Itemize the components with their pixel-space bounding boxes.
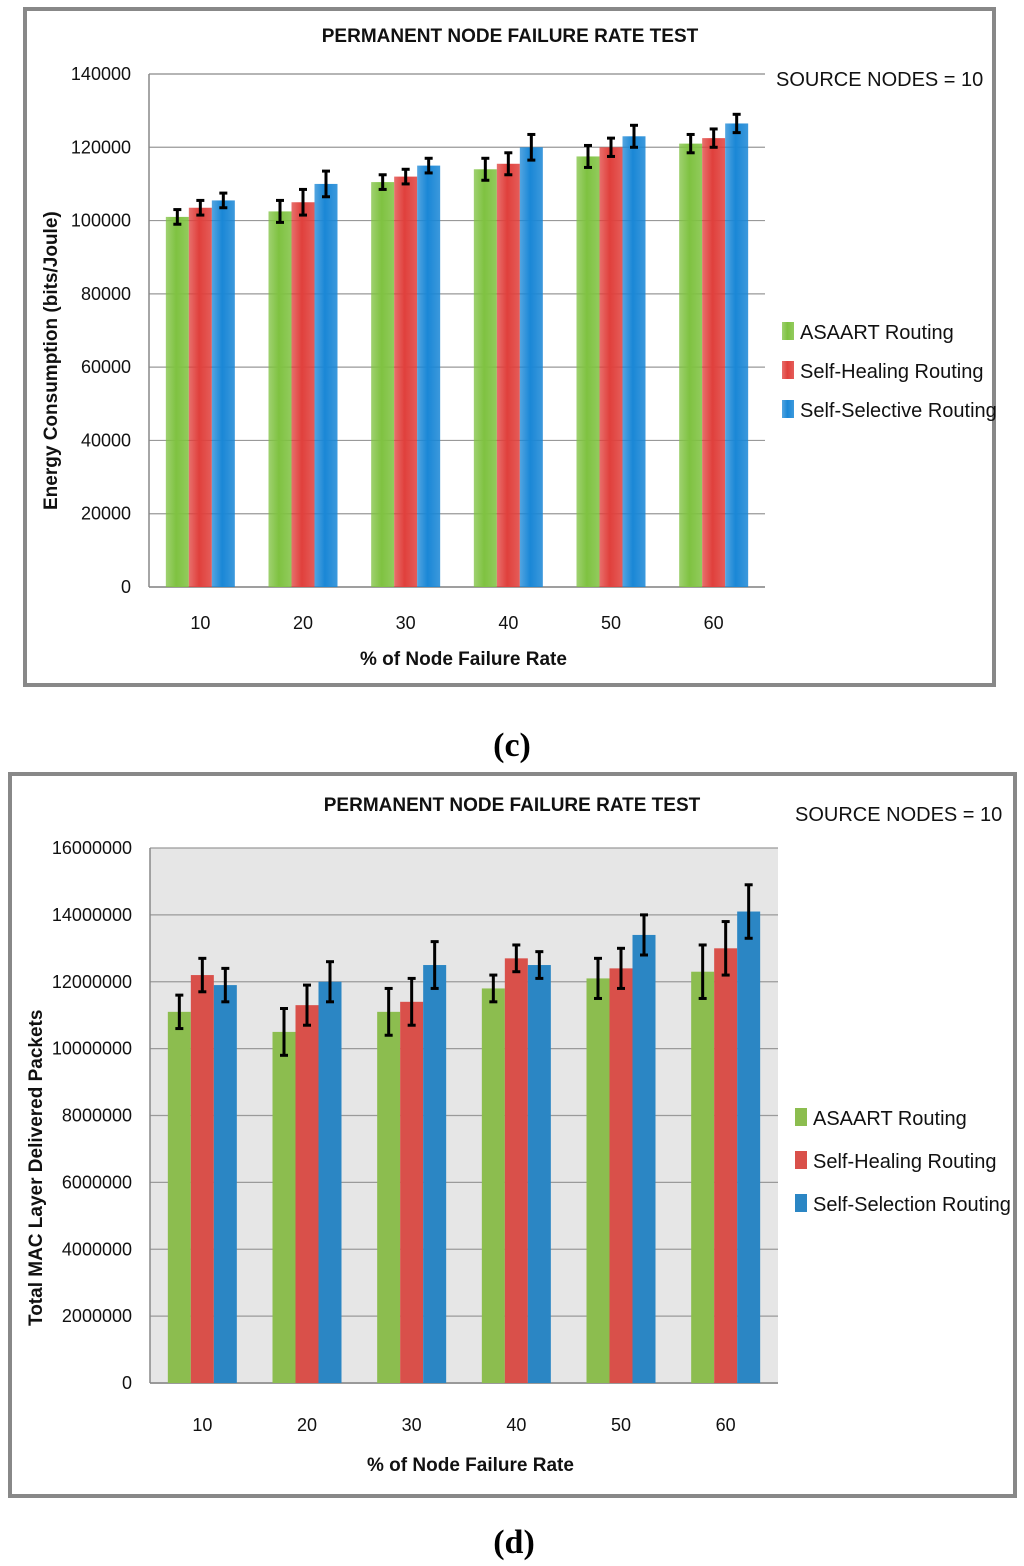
chart-d-bar	[504, 958, 528, 1383]
chart-c-x-tick-label: 10	[190, 613, 210, 633]
chart-d-bar	[213, 985, 237, 1383]
chart-c-bar	[473, 169, 497, 587]
chart-c-x-tick-label: 50	[601, 613, 621, 633]
chart-c-bar	[291, 202, 315, 587]
chart-d-bar	[527, 965, 551, 1383]
panel-label-d: (d)	[493, 1524, 535, 1561]
chart-c-x-axis-label: % of Node Failure Rate	[360, 649, 567, 670]
chart-d-x-tick-label: 50	[611, 1415, 631, 1435]
chart-d-source-nodes-note: SOURCE NODES = 10	[795, 804, 1002, 826]
chart-d-bar	[632, 934, 656, 1383]
chart-d-legend-label: ASAART Routing	[813, 1108, 967, 1130]
chart-c-y-tick-label: 140000	[71, 64, 131, 84]
chart-d-bar	[377, 1011, 401, 1383]
chart-d-bar	[691, 971, 715, 1383]
chart-d-x-tick-label: 30	[402, 1415, 422, 1435]
chart-d-bar	[481, 988, 505, 1383]
chart-c-y-tick-label: 40000	[81, 430, 131, 450]
chart-c-legend-swatch	[782, 322, 794, 340]
chart-c-bar	[314, 183, 338, 587]
chart-c-bar	[371, 182, 395, 587]
chart-d-legend-swatch	[795, 1151, 807, 1169]
chart-c-bar	[702, 138, 726, 587]
chart-c-bar	[622, 136, 646, 588]
chart-c-source-nodes-note: SOURCE NODES = 10	[776, 69, 983, 91]
chart-d-bar	[400, 1001, 424, 1383]
chart-d-bar	[167, 1011, 191, 1383]
chart-c-bar	[679, 143, 703, 587]
chart-d-bar	[318, 981, 342, 1383]
chart-c-bar	[165, 216, 189, 587]
chart-c-x-tick-label: 20	[293, 613, 313, 633]
chart-d-bar	[272, 1031, 296, 1383]
chart-d-legend: ASAART Routing Self-Healing Routing Self-S…	[795, 1108, 1011, 1216]
chart-d-bar	[295, 1005, 319, 1383]
panel-label-c: (c)	[493, 727, 531, 764]
chart-d-gridlines	[149, 847, 778, 1384]
chart-d-x-ticks: 10 20 30 40 50 60	[192, 1415, 735, 1435]
chart-c-title: PERMANENT NODE FAILURE RATE TEST	[322, 26, 699, 47]
chart-d-y-ticks: 0 2000000 4000000 6000000 8000000 10000000 120…	[52, 838, 132, 1393]
chart-c-bar	[599, 147, 623, 588]
chart-c-y-tick-label: 120000	[71, 137, 131, 157]
chart-c-y-tick-label: 80000	[81, 284, 131, 304]
chart-d-x-tick-label: 10	[192, 1415, 212, 1435]
chart-d-y-tick-label: 6000000	[62, 1172, 132, 1192]
chart-c-x-tick-label: 40	[498, 613, 518, 633]
chart-d-x-tick-label: 60	[716, 1415, 736, 1435]
chart-c-bar	[725, 123, 749, 587]
chart-c-bar	[576, 156, 600, 588]
chart-d-x-axis-label: % of Node Failure Rate	[367, 1455, 574, 1476]
chart-d-bar	[737, 911, 761, 1383]
chart-d-legend-swatch	[795, 1194, 807, 1212]
chart-c-y-tick-label: 60000	[81, 357, 131, 377]
chart-c-legend-swatch	[782, 361, 794, 379]
chart-d-legend-swatch	[795, 1108, 807, 1126]
chart-c-legend-label: Self-Healing Routing	[800, 361, 983, 383]
chart-c-legend-label: Self-Selective Routing	[800, 400, 997, 422]
chart-c-y-ticks: 0 20000 40000 60000 80000 100000 120000 140000	[71, 64, 131, 597]
chart-c-bar	[417, 165, 441, 587]
chart-d-bars	[167, 883, 761, 1383]
chart-d-y-tick-label: 10000000	[52, 1039, 132, 1059]
chart-c-bar	[211, 200, 235, 588]
chart-c-x-tick-label: 60	[704, 613, 724, 633]
chart-c-bar	[496, 163, 520, 587]
chart-c-bar	[268, 211, 292, 588]
chart-c-bar	[519, 147, 543, 588]
chart-c-legend-label: ASAART Routing	[800, 322, 954, 344]
chart-d-title: PERMANENT NODE FAILURE RATE TEST	[324, 795, 701, 816]
chart-c-x-tick-label: 30	[396, 613, 416, 633]
chart-d-legend-label: Self-Healing Routing	[813, 1151, 996, 1173]
chart-c-y-tick-label: 20000	[81, 504, 131, 524]
chart-d-bar	[423, 965, 447, 1383]
chart-c-legend-swatch	[782, 400, 794, 418]
chart-d-y-tick-label: 2000000	[62, 1306, 132, 1326]
chart-d-y-tick-label: 12000000	[52, 972, 132, 992]
chart-d-bar	[190, 975, 214, 1383]
chart-d-x-tick-label: 20	[297, 1415, 317, 1435]
chart-d-y-tick-label: 4000000	[62, 1239, 132, 1259]
chart-c-legend: ASAART Routing Self-Healing Routing Self-S…	[782, 322, 997, 422]
chart-c-bars	[165, 112, 749, 588]
chart-c-y-axis-label: Energy Consumption (bits/Joule)	[41, 211, 62, 510]
chart-d-bar	[609, 968, 633, 1383]
chart-c-x-ticks: 10 20 30 40 50 60	[190, 613, 723, 633]
chart-c-bar	[394, 176, 418, 587]
chart-d-x-tick-label: 40	[506, 1415, 526, 1435]
chart-c-y-tick-label: 0	[121, 577, 131, 597]
chart-d-legend-label: Self-Selection Routing	[813, 1194, 1011, 1216]
chart-d-y-tick-label: 8000000	[62, 1106, 132, 1126]
chart-d-bar	[714, 948, 738, 1383]
chart-c-y-tick-label: 100000	[71, 211, 131, 231]
chart-d-y-tick-label: 0	[122, 1373, 132, 1393]
chart-d-bar	[586, 978, 610, 1383]
chart-d-y-axis-label: Total MAC Layer Delivered Packets	[26, 1010, 47, 1326]
chart-d-y-tick-label: 16000000	[52, 838, 132, 858]
chart-c-bar	[188, 207, 212, 587]
chart-d-y-tick-label: 14000000	[52, 905, 132, 925]
chart-c-gridlines	[148, 73, 765, 588]
